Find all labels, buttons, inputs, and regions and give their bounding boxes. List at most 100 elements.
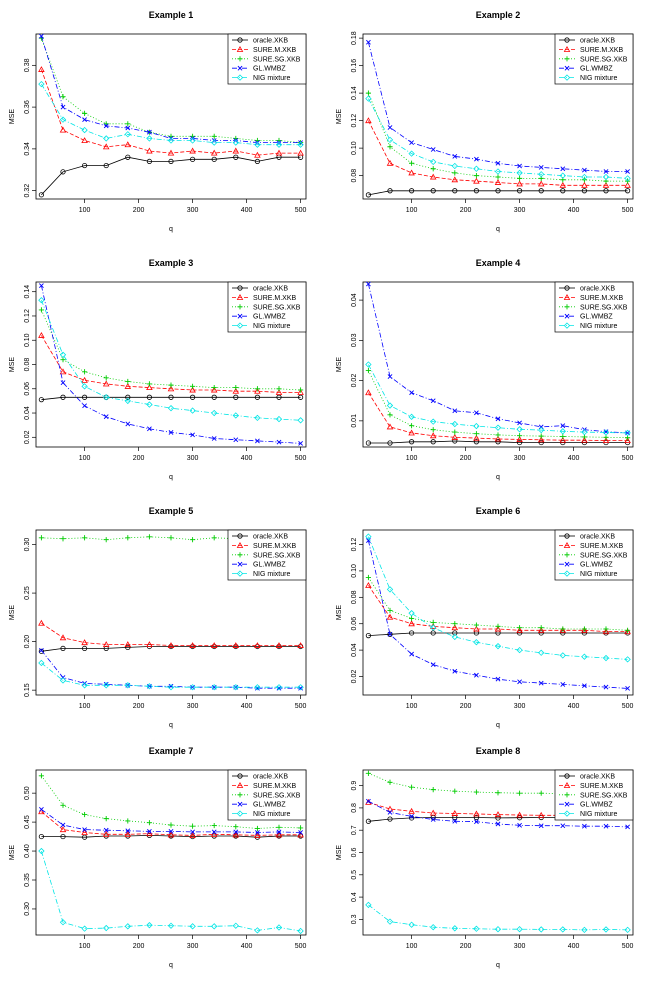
x-axis-label: q (169, 962, 173, 969)
data-point (387, 607, 393, 614)
legend-label: GL.WMBZ (580, 314, 613, 321)
data-point (602, 437, 610, 444)
legend-marker (237, 304, 243, 310)
data-point (233, 394, 239, 400)
series-1 (38, 832, 304, 840)
legend-label: oracle.XKB (253, 286, 288, 293)
data-point (537, 811, 545, 818)
legend: oracle.XKB SURE.M.XKB SURE.SG.XKB GL.WMBZ NI… (554, 281, 634, 333)
data-point (60, 169, 66, 175)
y-tick-label: 0.01 (351, 414, 358, 428)
legend-marker (237, 561, 243, 567)
legend-label: GL.WMBZ (253, 66, 286, 73)
data-point (146, 401, 153, 408)
legend-marker (237, 792, 243, 798)
data-point (125, 154, 131, 160)
y-tick-label: 0.02 (24, 430, 31, 444)
data-point (387, 188, 393, 194)
data-point (167, 137, 175, 144)
x-tick-label: 300 (514, 455, 526, 462)
series-2 (38, 808, 304, 838)
data-point (298, 825, 304, 831)
data-point (298, 830, 303, 835)
data-point (409, 651, 414, 657)
data-point (517, 433, 523, 439)
data-point (167, 831, 175, 838)
data-point (102, 641, 110, 648)
y-tick-label: 0.08 (24, 358, 31, 372)
data-point (452, 438, 458, 444)
data-point (146, 384, 153, 391)
legend-label: SURE.M.XKB (253, 543, 297, 550)
data-point (408, 815, 415, 821)
data-point (232, 139, 239, 146)
data-point (581, 173, 588, 181)
data-point (430, 188, 436, 194)
legend: oracle.XKB SURE.M.XKB SURE.SG.XKB GL.WMBZ NI… (554, 529, 634, 581)
legend: oracle.XKB SURE.M.XKB SURE.SG.XKB GL.WMBZ NI… (227, 33, 307, 85)
data-point (60, 380, 66, 386)
data-point (103, 827, 109, 833)
series-3 (365, 574, 631, 633)
data-point (233, 154, 239, 160)
y-tick-label: 0.08 (351, 590, 358, 604)
legend-label: GL.WMBZ (253, 802, 286, 809)
y-tick-label: 0.06 (351, 617, 358, 631)
data-point (146, 158, 152, 165)
y-tick-label: 0.04 (24, 406, 31, 420)
data-point (387, 631, 393, 637)
data-point (559, 652, 566, 659)
data-point (82, 680, 87, 686)
data-point (254, 825, 260, 832)
y-tick-label: 0.04 (351, 293, 358, 307)
data-point (624, 188, 631, 194)
data-point (146, 820, 152, 826)
data-point (473, 177, 480, 184)
y-tick-label: 0.06 (24, 382, 31, 396)
data-point (365, 818, 371, 824)
data-point (560, 682, 566, 687)
data-point (81, 126, 88, 134)
legend-marker (564, 56, 570, 62)
data-point (409, 784, 415, 790)
x-axis-label: q (169, 226, 173, 233)
data-point (211, 829, 217, 835)
legend-label: SURE.SG.XKB (253, 792, 301, 799)
series-2 (38, 619, 304, 648)
data-point (387, 374, 393, 379)
data-point (297, 642, 304, 648)
data-point (167, 149, 175, 156)
data-point (625, 627, 631, 633)
data-point (276, 386, 282, 392)
data-point (516, 815, 523, 821)
legend-label: SURE.M.XKB (253, 295, 297, 302)
data-point (38, 833, 45, 840)
data-point (60, 536, 66, 542)
chart-title: Example 6 (476, 506, 521, 516)
data-point (387, 631, 393, 637)
data-point (82, 110, 88, 116)
plot-frame (362, 529, 634, 696)
data-point (38, 535, 44, 541)
data-point (81, 137, 88, 143)
data-point (167, 684, 175, 691)
legend-label: oracle.XKB (580, 286, 615, 293)
legend-marker (237, 65, 243, 71)
data-point (560, 823, 566, 829)
data-point (451, 633, 458, 641)
data-point (233, 384, 239, 391)
data-point (495, 790, 501, 796)
data-point (232, 387, 240, 394)
legend-marker (564, 773, 570, 779)
data-point (429, 809, 437, 816)
y-tick-label: 0.08 (351, 169, 358, 183)
x-tick-label: 100 (406, 207, 418, 214)
data-point (495, 432, 501, 438)
x-tick-label: 500 (295, 703, 307, 710)
x-tick-label: 400 (568, 703, 580, 710)
data-point (81, 383, 88, 390)
data-point (602, 181, 610, 188)
data-point (409, 423, 415, 429)
data-point (125, 378, 131, 385)
data-point (366, 39, 371, 45)
